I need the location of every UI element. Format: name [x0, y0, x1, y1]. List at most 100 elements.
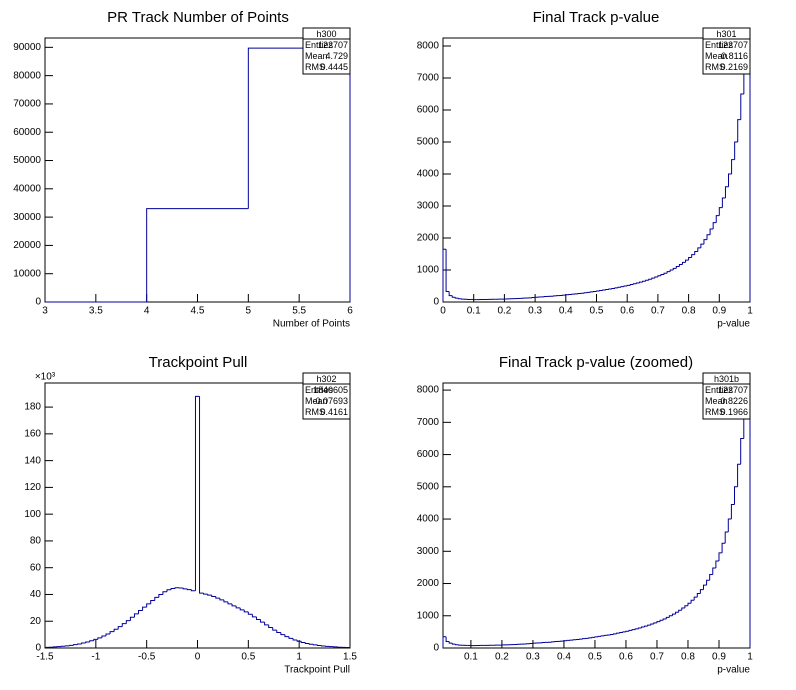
- stats-label: Entries: [305, 40, 334, 50]
- histogram-bin: [454, 644, 459, 646]
- stats-label: Mean: [305, 51, 328, 61]
- y-tick-label: 70000: [13, 99, 41, 110]
- histogram-bin: [702, 584, 707, 590]
- x-tick-label: 0.7: [651, 306, 665, 317]
- y-tick-label: 2000: [417, 578, 440, 589]
- y-tick-label: 140: [24, 455, 41, 466]
- chart-title: Trackpoint Pull: [149, 354, 248, 371]
- stats-value: 122707: [318, 40, 348, 50]
- histogram-bin: [628, 629, 633, 632]
- histogram-bin: [706, 579, 710, 586]
- histogram-bin: [631, 629, 636, 631]
- stats-label: Entries: [305, 385, 334, 395]
- histogram-bin: [688, 257, 692, 261]
- y-tick-label: 40: [30, 589, 42, 600]
- histogram-bin: [737, 463, 741, 487]
- y-tick-label: 30000: [13, 212, 41, 223]
- histogram-bin: [125, 620, 131, 624]
- histogram-bin: [207, 594, 212, 596]
- histogram-bin: [617, 286, 622, 288]
- histogram-bin: [645, 279, 649, 282]
- histogram-bin: [138, 610, 143, 614]
- histogram-bin: [675, 611, 679, 615]
- histogram-bin: [651, 277, 655, 280]
- histogram-bin: [186, 588, 192, 591]
- histogram-bin: [703, 239, 708, 245]
- histogram-bin: [142, 606, 147, 611]
- stats-label: RMS: [305, 407, 325, 417]
- histogram-bin: [740, 437, 744, 465]
- histogram-bin: [616, 632, 620, 634]
- x-tick-label: -1: [91, 652, 100, 663]
- histogram-bin: [121, 623, 127, 627]
- histogram-bin: [146, 603, 151, 608]
- histogram-bin: [203, 593, 208, 595]
- histogram-bin: [662, 618, 667, 621]
- histogram-bin: [700, 243, 704, 248]
- y-tick-label: 3000: [417, 201, 440, 212]
- histogram-bin: [215, 596, 220, 599]
- y-tick-label: 80: [30, 536, 42, 547]
- x-tick-label: 0.6: [620, 306, 634, 317]
- histogram-bin: [678, 609, 682, 613]
- histogram-bin: [247, 47, 351, 302]
- x-tick-label: 0.5: [590, 306, 604, 317]
- histogram-bin: [448, 641, 453, 644]
- x-tick-label: 6: [347, 306, 353, 317]
- x-tick-label: 0.3: [528, 306, 542, 317]
- stats-box: [702, 27, 751, 75]
- histogram-bin: [637, 627, 642, 629]
- histogram-bin: [223, 599, 228, 603]
- histogram-bin: [634, 628, 639, 630]
- histogram-bin: [105, 633, 111, 636]
- histogram-bin: [247, 611, 253, 615]
- histogram-bin: [727, 518, 732, 532]
- histogram-bin: [721, 542, 726, 553]
- stats-title: h301: [716, 29, 736, 39]
- histogram-bin: [146, 208, 249, 302]
- histogram-bin: [296, 639, 302, 642]
- histogram-bin: [625, 630, 630, 632]
- histogram-bin: [715, 560, 719, 569]
- x-tick-label: 0: [440, 306, 446, 317]
- stats-label: RMS: [705, 62, 725, 72]
- histogram-bin: [657, 275, 661, 278]
- histogram-bin: [276, 630, 281, 633]
- histogram-bin: [620, 286, 625, 288]
- histogram-bin: [260, 619, 265, 623]
- histogram-bin: [653, 622, 657, 624]
- x-tick-label: 0.3: [526, 652, 540, 663]
- histogram-bin: [668, 615, 673, 618]
- x-tick-label: 0.4: [559, 306, 573, 317]
- histogram-bin: [721, 197, 726, 208]
- histogram-bin: [671, 613, 676, 616]
- histogram-bin: [672, 267, 677, 270]
- histogram-bin: [190, 589, 196, 592]
- histogram-bin: [129, 616, 135, 621]
- x-axis-title: p-value: [717, 665, 750, 676]
- histogram-bin: [81, 642, 86, 644]
- histogram-bin: [211, 595, 216, 597]
- y-tick-label: 8000: [417, 385, 440, 396]
- histogram-bin: [251, 614, 257, 618]
- histogram-bin: [684, 605, 688, 609]
- stats-label: Mean: [705, 396, 728, 406]
- y-tick-label: 5000: [417, 137, 440, 148]
- y-tick-label: 20000: [13, 240, 41, 251]
- histogram-bin: [614, 287, 618, 289]
- histogram-bin: [740, 93, 744, 120]
- histogram-bin: [442, 248, 447, 302]
- stats-label: Entries: [705, 40, 734, 50]
- histogram-bin: [321, 645, 326, 647]
- histogram-bin: [68, 644, 74, 646]
- x-tick-label: -1.5: [36, 652, 54, 663]
- histogram-bin: [697, 247, 701, 252]
- stats-value: 0.8116: [721, 51, 748, 61]
- histogram-bin: [669, 269, 674, 272]
- x-tick-label: 4: [144, 306, 150, 317]
- chart-title: Final Track p-value (zoomed): [499, 354, 693, 371]
- histogram-bin: [724, 186, 729, 198]
- histogram-bin: [97, 637, 102, 640]
